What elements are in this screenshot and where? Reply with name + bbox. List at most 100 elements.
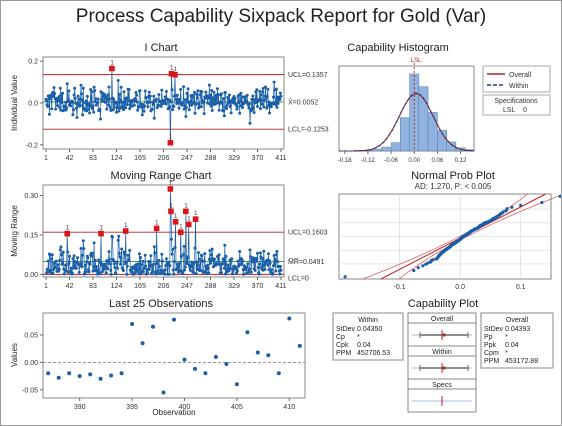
i-chart-point	[76, 94, 80, 98]
i-chart-point	[132, 103, 136, 107]
mr-flag-label: 1	[100, 226, 104, 232]
i-chart: I Chart Individual Value 111 11 42 83 124 165…	[10, 42, 329, 162]
i-chart-point	[152, 116, 156, 120]
i-chart-point	[72, 108, 75, 112]
i-chart-point	[229, 111, 233, 115]
capability-histogram: Capability Histogram LSL Overall Within …	[338, 42, 551, 164]
i-chart-point	[207, 83, 211, 87]
i-chart-point	[91, 104, 95, 108]
i-chart-point	[128, 107, 132, 111]
mr-point	[141, 259, 145, 263]
nprob-point	[431, 258, 435, 262]
mr-x-tick-label: 411	[275, 283, 286, 290]
spec-box-frame	[482, 94, 551, 116]
mr-point	[241, 259, 245, 263]
mr-point	[229, 267, 233, 271]
mr-point	[172, 260, 176, 263]
overall-stat-value: 453172.88	[505, 358, 538, 365]
i-chart-point	[92, 85, 96, 89]
mr-x-tick-label: 206	[158, 283, 170, 290]
mr-flag-label: 1	[184, 203, 188, 209]
mr-point	[195, 260, 199, 264]
mr-point	[274, 253, 278, 257]
i-chart-point	[235, 107, 239, 111]
mr-ucl-label: UCL=0.1603	[288, 230, 328, 237]
mr-point	[235, 269, 239, 273]
last25-point	[151, 324, 155, 329]
i-chart-point	[146, 105, 150, 109]
within-stat-label: Cpk	[336, 342, 349, 349]
i-chart-point	[152, 94, 156, 98]
mr-point	[179, 254, 183, 258]
i-chart-point	[262, 98, 266, 102]
i-chart-point	[117, 109, 121, 113]
mr-center-label: M̅R̅=0.0491	[288, 258, 325, 266]
i-chart-point	[108, 105, 112, 109]
mr-point	[263, 267, 267, 271]
last25-title: Last 25 Observations	[109, 298, 213, 310]
mr-flagged-point	[153, 225, 160, 232]
i-chart-flag-label: 1	[110, 61, 114, 67]
mr-point	[112, 259, 116, 263]
capability-plot-title: Capability Plot	[408, 298, 478, 310]
mr-point	[45, 267, 49, 271]
i-chart-point	[277, 95, 281, 99]
i-chart-point	[159, 104, 163, 108]
i-chart-point	[57, 99, 61, 102]
i-chart-point	[253, 98, 257, 102]
mr-point	[272, 254, 276, 257]
mr-point	[266, 263, 270, 267]
mr-point	[182, 244, 186, 248]
mr-point	[53, 266, 57, 270]
i-chart-point	[164, 102, 168, 106]
nprob-point	[416, 266, 420, 270]
mr-point	[246, 262, 250, 266]
i-chart-point	[72, 93, 76, 97]
nprob-point	[426, 261, 430, 265]
i-chart-point	[275, 105, 279, 109]
i-chart-point	[75, 116, 79, 119]
nprob-point	[510, 205, 514, 209]
i-chart-point	[69, 104, 73, 108]
histogram-bar	[372, 148, 383, 152]
mr-point	[178, 269, 182, 273]
mr-point	[125, 272, 129, 276]
last25-point	[130, 322, 135, 326]
i-chart-flag-label: 1	[170, 66, 174, 72]
mr-point	[253, 268, 257, 272]
mr-point	[154, 272, 158, 276]
i-chart-point	[198, 93, 202, 97]
last25-point	[193, 366, 197, 371]
histogram-x-tick-label: 0.06	[432, 158, 444, 164]
mr-chart-y-label: Moving Range	[10, 205, 19, 257]
mr-x-tick-label: 42	[66, 283, 74, 290]
mr-point	[276, 260, 280, 264]
mr-point	[178, 261, 181, 265]
i-chart-point	[248, 102, 251, 106]
i-chart-point	[84, 99, 88, 103]
mr-point	[108, 257, 112, 261]
mr-point	[132, 267, 136, 271]
mr-point	[192, 271, 196, 275]
histogram-title: Capability Histogram	[347, 42, 448, 54]
mr-flagged-point	[183, 208, 189, 215]
mr-point	[62, 272, 66, 276]
i-chart-point	[222, 109, 226, 113]
i-chart-point	[217, 93, 220, 97]
last25-y-tick-label: 0.05	[24, 332, 38, 339]
mr-flagged-point	[64, 230, 71, 237]
mr-point	[256, 251, 259, 255]
mr-point	[270, 268, 274, 272]
i-chart-point	[96, 97, 100, 101]
i-chart-x-tick-label: 83	[89, 155, 97, 162]
mr-point	[151, 269, 155, 273]
mr-point	[128, 248, 132, 252]
i-chart-point	[94, 97, 98, 101]
mr-point	[234, 265, 238, 269]
i-chart-point	[199, 105, 203, 109]
i-chart-point	[193, 111, 197, 115]
last25-point	[77, 374, 82, 379]
mr-point	[168, 264, 172, 268]
mr-point	[114, 272, 118, 275]
